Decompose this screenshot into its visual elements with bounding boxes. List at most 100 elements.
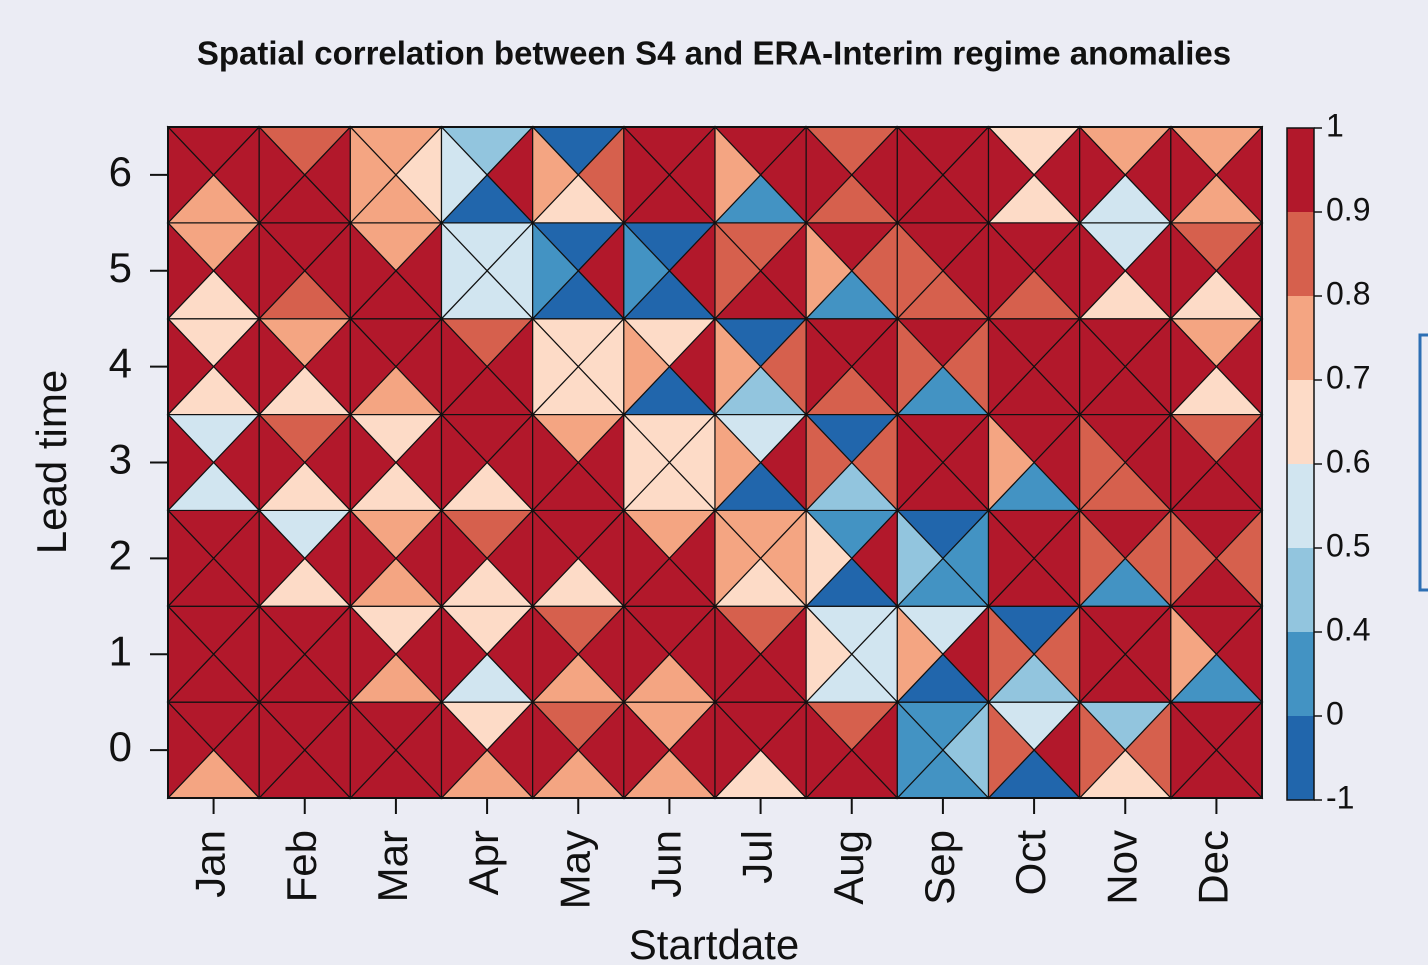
- triangle-cell: [1170, 413, 1218, 512]
- triangle-cell: [623, 317, 671, 417]
- colorbar-swatch: [1287, 212, 1314, 296]
- triangle-cell: [896, 125, 944, 225]
- triangle-cell: [623, 604, 671, 704]
- colorbar-swatch: [1287, 464, 1314, 548]
- triangle-cell: [714, 317, 762, 417]
- triangle-cell: [349, 508, 397, 608]
- triangle-cell: [1079, 413, 1127, 512]
- triangle-cell: [349, 221, 397, 321]
- triangle-cell: [987, 700, 1035, 800]
- triangle-cell: [896, 221, 944, 321]
- triangle-cell: [714, 604, 762, 704]
- triangle-cell: [1170, 508, 1218, 608]
- triangle-cell: [440, 221, 488, 321]
- triangle-cell: [440, 604, 488, 704]
- triangle-cell: [805, 125, 853, 225]
- triangle-cell: [623, 221, 671, 321]
- triangle-cell: [623, 508, 671, 608]
- triangle-cell: [1079, 604, 1127, 704]
- triangle-cell: [896, 317, 944, 417]
- y-tick-label: 0: [109, 723, 132, 770]
- colorbar-tick-label: 0.5: [1326, 527, 1370, 563]
- triangle-cell: [258, 700, 306, 800]
- triangle-cell: [623, 700, 671, 800]
- triangle-cell: [258, 221, 306, 321]
- triangle-cell: [987, 413, 1035, 512]
- triangle-cell: [532, 125, 580, 225]
- triangle-cell: [349, 125, 397, 225]
- chart-title: Spatial correlation between S4 and ERA-I…: [197, 35, 1231, 72]
- triangle-cell: [1170, 221, 1218, 321]
- triangle-cell: [896, 604, 944, 704]
- triangle-cell: [987, 221, 1035, 321]
- triangle-cell: [532, 508, 580, 608]
- triangle-cell: [440, 413, 488, 512]
- triangle-cell: [805, 604, 853, 704]
- x-tick-label: Dec: [1190, 830, 1237, 905]
- colorbar-tick-label: 0.8: [1326, 275, 1370, 311]
- y-tick-label: 4: [109, 340, 132, 387]
- x-tick-label: May: [551, 830, 598, 909]
- colorbar-tick-label: 1: [1326, 107, 1344, 143]
- colorbar-tick-label: 0.4: [1326, 611, 1370, 647]
- triangle-cell: [1170, 317, 1218, 417]
- y-tick-label: 3: [109, 436, 132, 483]
- triangle-cell: [987, 125, 1035, 225]
- triangle-cell: [714, 125, 762, 225]
- triangle-cell: [349, 604, 397, 704]
- x-tick-label: Jan: [187, 830, 234, 898]
- y-tick-label: 6: [109, 148, 132, 195]
- x-axis-label: Startdate: [629, 921, 799, 965]
- triangle-cell: [714, 413, 762, 512]
- colorbar-tick-label: 0: [1326, 695, 1344, 731]
- triangle-cell: [987, 317, 1035, 417]
- triangle-cell: [532, 700, 580, 800]
- colorbar-swatch: [1287, 296, 1314, 380]
- triangle-cell: [805, 508, 853, 608]
- triangle-cell: [1170, 604, 1218, 704]
- colorbar-tick-label: 0.9: [1326, 191, 1370, 227]
- y-tick-label: 1: [109, 627, 132, 674]
- colorbar-swatch: [1287, 716, 1314, 800]
- cut-off-panel: [1418, 333, 1428, 592]
- colorbar-swatch: [1287, 380, 1314, 464]
- triangle-cell: [1079, 508, 1127, 608]
- triangle-cell: [258, 317, 306, 417]
- x-tick-label: Feb: [278, 830, 325, 902]
- triangle-cell: [532, 317, 580, 417]
- triangle-cell: [1079, 317, 1127, 417]
- colorbar-tick-label: 0.6: [1326, 443, 1370, 479]
- triangle-cell: [896, 413, 944, 512]
- colorbar-tick-label: 0.7: [1326, 359, 1370, 395]
- x-tick-label: Nov: [1098, 830, 1145, 905]
- triangle-cell: [258, 125, 306, 225]
- triangle-cell: [1079, 700, 1127, 800]
- triangle-cell: [896, 508, 944, 608]
- x-tick-label: Sep: [916, 830, 963, 905]
- triangle-cell: [896, 700, 944, 800]
- triangle-cell: [805, 413, 853, 512]
- colorbar-tick-label: -1: [1326, 779, 1354, 815]
- triangle-cell: [349, 700, 397, 800]
- triangle-cell: [714, 508, 762, 608]
- triangle-cell: [1170, 125, 1218, 225]
- triangle-cell: [805, 317, 853, 417]
- triangle-cell: [440, 700, 488, 800]
- triangle-cell: [532, 221, 580, 321]
- triangle-cell: [532, 413, 580, 512]
- triangle-cell: [805, 221, 853, 321]
- colorbar-swatch: [1287, 128, 1314, 212]
- triangle-cell: [1170, 700, 1218, 800]
- triangle-cell: [440, 317, 488, 417]
- x-tick-label: Jul: [734, 830, 781, 884]
- colorbar-swatch: [1287, 548, 1314, 632]
- triangle-cell: [623, 413, 671, 512]
- x-tick-label: Aug: [825, 830, 872, 905]
- triangle-cell: [623, 125, 671, 225]
- colorbar-swatch: [1287, 632, 1314, 716]
- triangle-cell: [987, 508, 1035, 608]
- triangle-cell: [349, 317, 397, 417]
- triangle-cell: [714, 221, 762, 321]
- triangle-cell: [258, 413, 306, 512]
